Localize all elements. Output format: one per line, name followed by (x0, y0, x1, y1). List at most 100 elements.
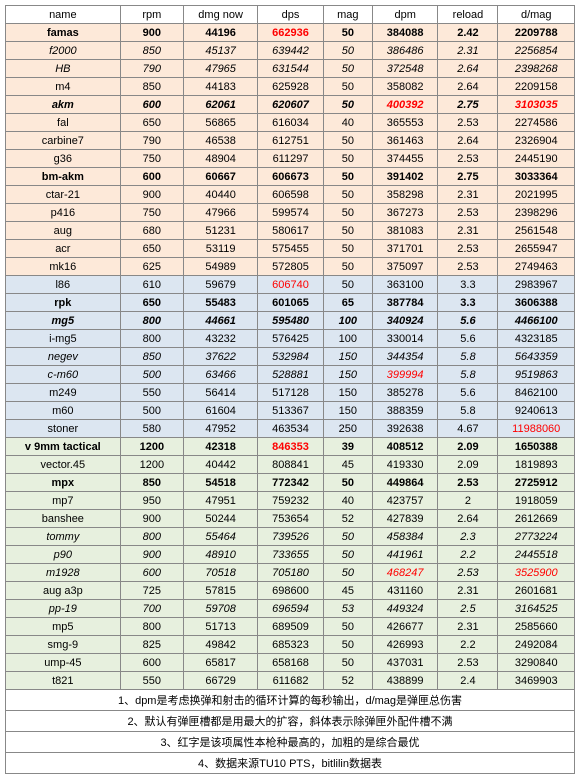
cell-dmag: 2492084 (498, 636, 575, 654)
cell-rpm: 650 (120, 294, 183, 312)
cell-dmag: 2585660 (498, 618, 575, 636)
table-row: g3675048904611297503744552.532445190 (6, 150, 575, 168)
cell-dmag: 2612669 (498, 510, 575, 528)
col-dmg-now: dmg now (184, 6, 258, 24)
cell-dmg: 54989 (184, 258, 258, 276)
cell-dpm: 330014 (372, 330, 438, 348)
cell-mag: 50 (323, 546, 372, 564)
cell-mag: 50 (323, 168, 372, 186)
cell-mag: 40 (323, 114, 372, 132)
cell-name: aug (6, 222, 121, 240)
cell-dmag: 3525900 (498, 564, 575, 582)
cell-rpm: 790 (120, 132, 183, 150)
cell-name: mp5 (6, 618, 121, 636)
cell-dmag: 4466100 (498, 312, 575, 330)
table-row: mk1662554989572805503750972.532749463 (6, 258, 575, 276)
cell-dmg: 43232 (184, 330, 258, 348)
cell-dpm: 437031 (372, 654, 438, 672)
cell-dmg: 48904 (184, 150, 258, 168)
cell-mag: 250 (323, 420, 372, 438)
cell-name: rpk (6, 294, 121, 312)
cell-dpm: 441961 (372, 546, 438, 564)
cell-rpm: 650 (120, 240, 183, 258)
table-row: p41675047966599574503672732.532398296 (6, 204, 575, 222)
cell-dmag: 1819893 (498, 456, 575, 474)
cell-mag: 52 (323, 510, 372, 528)
cell-mag: 50 (323, 528, 372, 546)
cell-dmag: 2725912 (498, 474, 575, 492)
cell-rel: 2.53 (438, 258, 498, 276)
cell-rel: 2.53 (438, 114, 498, 132)
cell-rel: 2.31 (438, 582, 498, 600)
cell-rel: 2.4 (438, 672, 498, 690)
cell-name: HB (6, 60, 121, 78)
cell-dmag: 2274586 (498, 114, 575, 132)
cell-mag: 50 (323, 636, 372, 654)
cell-rpm: 725 (120, 582, 183, 600)
cell-dmg: 48910 (184, 546, 258, 564)
cell-rel: 2.64 (438, 60, 498, 78)
cell-dps: 611682 (258, 672, 324, 690)
cell-dmg: 61604 (184, 402, 258, 420)
table-row: mp580051713689509504266772.312585660 (6, 618, 575, 636)
cell-name: mk16 (6, 258, 121, 276)
cell-dpm: 358298 (372, 186, 438, 204)
cell-name: bm-akm (6, 168, 121, 186)
cell-dmg: 66729 (184, 672, 258, 690)
cell-dps: 753654 (258, 510, 324, 528)
table-row: m485044183625928503580822.642209158 (6, 78, 575, 96)
cell-name: m4 (6, 78, 121, 96)
cell-dmag: 2561548 (498, 222, 575, 240)
col-reload: reload (438, 6, 498, 24)
cell-dmg: 47965 (184, 60, 258, 78)
col-name: name (6, 6, 121, 24)
table-row: aug a3p72557815698600454311602.312601681 (6, 582, 575, 600)
cell-dmg: 59708 (184, 600, 258, 618)
cell-dmag: 2445518 (498, 546, 575, 564)
weapon-table: namerpmdmg nowdpsmagdpmreloadd/mag famas… (5, 5, 575, 774)
footer-row: 4、数据来源TU10 PTS，bitlilin数据表 (6, 753, 575, 774)
cell-rpm: 800 (120, 312, 183, 330)
cell-mag: 52 (323, 672, 372, 690)
cell-rpm: 900 (120, 546, 183, 564)
table-row: pp-1970059708696594534493242.53164525 (6, 600, 575, 618)
cell-rel: 2.31 (438, 618, 498, 636)
cell-dpm: 408512 (372, 438, 438, 456)
cell-dps: 631544 (258, 60, 324, 78)
cell-dmg: 62061 (184, 96, 258, 114)
cell-dps: 846353 (258, 438, 324, 456)
header-row: namerpmdmg nowdpsmagdpmreloadd/mag (6, 6, 575, 24)
cell-rel: 2.3 (438, 528, 498, 546)
cell-dmg: 56865 (184, 114, 258, 132)
table-row: stoner580479524635342503926384.671198806… (6, 420, 575, 438)
table-row: acr65053119575455503717012.532655947 (6, 240, 575, 258)
cell-rel: 2.64 (438, 132, 498, 150)
cell-name: l86 (6, 276, 121, 294)
table-row: bm-akm60060667606673503914022.753033364 (6, 168, 575, 186)
cell-mag: 39 (323, 438, 372, 456)
cell-name: p90 (6, 546, 121, 564)
cell-dmg: 45137 (184, 42, 258, 60)
cell-dmag: 11988060 (498, 420, 575, 438)
cell-rel: 2.53 (438, 564, 498, 582)
cell-rel: 2.31 (438, 186, 498, 204)
cell-dps: 611297 (258, 150, 324, 168)
cell-dmag: 9519863 (498, 366, 575, 384)
footer-note: 1、dpm是考虑换弹和射击的循环计算的每秒输出，d/mag是弹匣总伤害 (6, 690, 575, 711)
cell-rel: 2.09 (438, 438, 498, 456)
cell-name: m249 (6, 384, 121, 402)
cell-name: ump-45 (6, 654, 121, 672)
cell-name: g36 (6, 150, 121, 168)
cell-dps: 705180 (258, 564, 324, 582)
table-row: m192860070518705180504682472.533525900 (6, 564, 575, 582)
cell-dmg: 49842 (184, 636, 258, 654)
cell-name: aug a3p (6, 582, 121, 600)
table-row: m60500616045133671503883595.89240613 (6, 402, 575, 420)
col-dps: dps (258, 6, 324, 24)
cell-rel: 5.8 (438, 348, 498, 366)
col-mag: mag (323, 6, 372, 24)
cell-rpm: 900 (120, 186, 183, 204)
cell-dmg: 44661 (184, 312, 258, 330)
cell-name: famas (6, 24, 121, 42)
cell-dmg: 46538 (184, 132, 258, 150)
